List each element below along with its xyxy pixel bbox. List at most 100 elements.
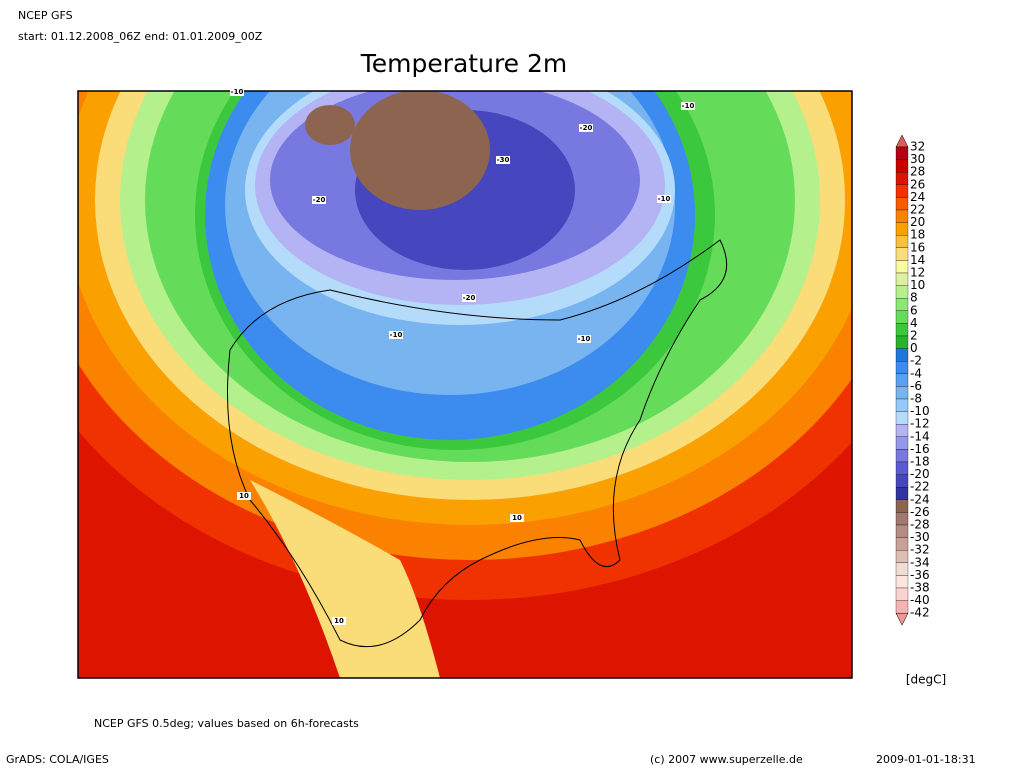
legend-swatch xyxy=(895,386,909,400)
contour-label-box xyxy=(657,195,671,203)
legend-swatch xyxy=(895,587,909,601)
legend-swatch xyxy=(895,600,909,614)
legend-label: -28 xyxy=(910,518,930,532)
legend-swatch xyxy=(895,197,909,211)
note: NCEP GFS 0.5deg; values based on 6h-fore… xyxy=(94,717,359,730)
legend-swatch xyxy=(895,411,909,425)
legend-swatch xyxy=(895,247,909,261)
legend-label: -24 xyxy=(910,492,930,506)
legend-label: 30 xyxy=(910,152,925,166)
field-band xyxy=(305,105,355,145)
legend-label: 12 xyxy=(910,266,925,280)
contour-label-box xyxy=(510,514,524,522)
legend-label: -4 xyxy=(910,366,922,380)
legend-swatch xyxy=(895,461,909,475)
contour-label-box xyxy=(577,335,591,343)
legend-label: 2 xyxy=(910,329,918,343)
legend-label: -12 xyxy=(910,417,930,431)
legend-swatch xyxy=(895,373,909,387)
legend-swatch xyxy=(895,424,909,437)
contour-label-box xyxy=(237,492,251,500)
legend-swatch xyxy=(895,512,909,526)
legend-label: -14 xyxy=(910,429,930,443)
legend-label: -38 xyxy=(910,581,930,595)
contour-label: -10 xyxy=(231,88,244,96)
legend-swatch xyxy=(895,575,909,589)
copyright: (c) 2007 www.superzelle.de xyxy=(650,753,803,766)
legend-label: -40 xyxy=(910,593,930,607)
software: GrADS: COLA/IGES xyxy=(6,753,109,766)
legend-swatch xyxy=(895,235,909,248)
legend-swatch xyxy=(895,310,909,324)
legend-label: 18 xyxy=(910,228,925,242)
legend-swatch xyxy=(895,348,909,362)
coastline xyxy=(227,239,728,648)
contour-label: -10 xyxy=(682,102,695,110)
legend-label: 28 xyxy=(910,165,925,179)
legend-label: -22 xyxy=(910,480,930,494)
legend-label: 26 xyxy=(910,177,925,191)
contour-label: -10 xyxy=(578,335,591,343)
contour-label: -30 xyxy=(497,156,510,164)
period: start: 01.12.2008_06Z end: 01.01.2009_00… xyxy=(18,30,263,43)
color-legend: 32302826242220181614121086420-2-4-6-8-10… xyxy=(895,134,930,626)
legend-label: -6 xyxy=(910,379,922,393)
contour-label: -10 xyxy=(390,331,403,339)
legend-label: 20 xyxy=(910,215,925,229)
legend-label: 22 xyxy=(910,203,925,217)
legend-swatch xyxy=(895,499,909,513)
legend-label: -26 xyxy=(910,505,930,519)
field-band xyxy=(250,480,440,678)
legend-label: 0 xyxy=(910,341,918,355)
timestamp: 2009-01-01-18:31 xyxy=(876,753,976,766)
contour-label: 10 xyxy=(334,617,344,625)
legend-label: -10 xyxy=(910,404,930,418)
legend-swatch xyxy=(895,184,909,198)
legend-label: 6 xyxy=(910,303,918,317)
legend-swatch xyxy=(895,260,909,274)
legend-swatch xyxy=(895,361,909,374)
unit-label: [degC] xyxy=(906,673,946,687)
legend-label: 32 xyxy=(910,140,925,154)
legend-swatch xyxy=(895,449,909,463)
contour-label-box xyxy=(332,617,346,625)
legend-label: 10 xyxy=(910,278,925,292)
model-name: NCEP GFS xyxy=(18,9,73,22)
legend-label: -18 xyxy=(910,455,930,469)
contour-label: 10 xyxy=(239,492,249,500)
legend-label: 8 xyxy=(910,291,918,305)
contour-label: -20 xyxy=(313,196,326,204)
legend-label: -8 xyxy=(910,392,922,406)
legend-label: 24 xyxy=(910,190,925,204)
legend-label: -16 xyxy=(910,442,930,456)
map-frame xyxy=(77,90,853,679)
contour-label-box xyxy=(230,88,244,96)
legend-label: -42 xyxy=(910,606,930,620)
legend-swatch xyxy=(895,436,909,450)
legend-swatch xyxy=(895,172,909,185)
contour-label-box xyxy=(579,124,593,132)
contour-labels: -10 -10 -20 -30 -20 -10 -20 -10 -10 10 10 10 xyxy=(230,88,695,625)
legend-label: 16 xyxy=(910,240,925,254)
legend-swatch xyxy=(895,474,909,488)
legend-label: -2 xyxy=(910,354,922,368)
contour-label-box xyxy=(496,156,510,164)
legend-swatch xyxy=(895,550,909,563)
contour-label: -20 xyxy=(463,294,476,302)
legend-swatch xyxy=(895,524,909,538)
legend-label: -32 xyxy=(910,543,930,557)
contour-label-box xyxy=(389,331,403,339)
legend-swatch xyxy=(895,537,909,551)
legend-arrow-bottom xyxy=(895,612,909,626)
temperature-field xyxy=(78,91,852,678)
legend-swatch xyxy=(895,146,909,160)
map-title: Temperature 2m xyxy=(360,49,568,78)
legend-swatch xyxy=(895,209,909,223)
contour-label: -10 xyxy=(658,195,671,203)
legend-swatch xyxy=(895,285,909,299)
field-band xyxy=(350,91,490,210)
legend-label: 14 xyxy=(910,253,925,267)
legend-label: -20 xyxy=(910,467,930,481)
legend-label: 4 xyxy=(910,316,918,330)
